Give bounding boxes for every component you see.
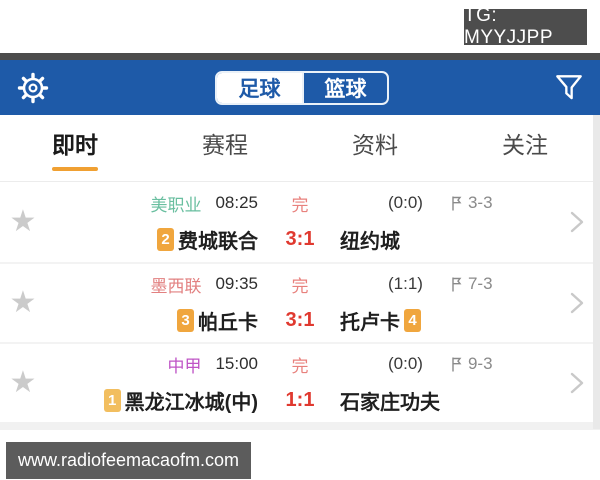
home-team: 费城联合 <box>178 230 258 253</box>
card-count-badge: 2 <box>157 227 174 251</box>
match-time: 09:35 <box>215 274 258 293</box>
app-header: 足球 篮球 <box>0 60 600 115</box>
tab-data-label: 资料 <box>352 131 398 158</box>
tab-live-label: 即时 <box>52 131 98 158</box>
card-count-badge: 1 <box>103 388 121 412</box>
home-team: 黑龙江冰城(中) <box>124 391 258 414</box>
card-count-badge: 4 <box>404 308 421 332</box>
match-row[interactable]: ★ 中甲 15:00 完 (0:0) <box>0 342 600 422</box>
league-name: 中甲 <box>167 356 202 376</box>
scroll-edge-strip <box>593 115 600 429</box>
flag-icon <box>452 277 462 291</box>
tab-schedule[interactable]: 赛程 <box>150 115 300 181</box>
chevron-right-icon[interactable] <box>554 290 600 316</box>
tab-schedule-label: 赛程 <box>202 131 248 158</box>
favorite-star-icon[interactable]: ★ <box>9 366 37 399</box>
list-end-band <box>0 422 600 430</box>
corner-stat: 7-3 <box>450 274 493 294</box>
active-tab-underline <box>52 166 98 171</box>
match-time: 15:00 <box>215 354 258 373</box>
settings-gear-icon[interactable] <box>15 70 51 106</box>
match-list: ★ 美职业 08:25 完 (0:0) <box>0 181 600 422</box>
tab-data[interactable]: 资料 <box>300 115 450 181</box>
match-status: 完 <box>291 276 309 296</box>
away-team: 纽约城 <box>340 230 400 253</box>
favorite-star-icon[interactable]: ★ <box>9 286 37 319</box>
match-score: 3:1 <box>285 227 315 250</box>
corner-count: 9-3 <box>467 354 493 373</box>
chevron-right-icon[interactable] <box>554 370 600 396</box>
tab-live[interactable]: 即时 <box>0 115 150 181</box>
tab-follow-label: 关注 <box>502 131 548 158</box>
tab-follow[interactable]: 关注 <box>450 115 600 181</box>
corner-stat: 3-3 <box>450 193 493 213</box>
match-row[interactable]: ★ 墨西联 09:35 完 (1:1) <box>0 262 600 342</box>
match-status: 完 <box>291 356 309 376</box>
favorite-star-icon[interactable]: ★ <box>9 205 37 238</box>
away-team: 石家庄功夫 <box>340 391 440 414</box>
flag-icon <box>452 357 462 371</box>
match-row[interactable]: ★ 美职业 08:25 完 (0:0) <box>0 182 600 262</box>
flag-icon <box>452 196 462 210</box>
top-white-band: TG: MYYJJPP <box>0 0 600 53</box>
nav-tabs: 即时 赛程 资料 关注 <box>0 115 600 181</box>
corner-stat: 9-3 <box>450 354 493 374</box>
filter-funnel-icon[interactable] <box>553 71 585 105</box>
watermark-badge: www.radiofeemacaofm.com <box>6 442 251 479</box>
away-team: 托卢卡 <box>340 311 400 334</box>
divider-strip <box>0 53 600 60</box>
home-team: 帕丘卡 <box>198 311 258 334</box>
corner-count: 3-3 <box>467 193 493 212</box>
match-score: 3:1 <box>285 308 315 331</box>
card-count-badge: 3 <box>177 308 194 332</box>
sport-toggle: 足球 篮球 <box>215 70 389 105</box>
tab-basketball[interactable]: 篮球 <box>302 72 387 103</box>
corner-count: 7-3 <box>467 274 493 293</box>
match-score: 1:1 <box>285 388 315 411</box>
chevron-right-icon[interactable] <box>554 209 600 235</box>
tab-football[interactable]: 足球 <box>217 72 302 103</box>
tg-contact-badge: TG: MYYJJPP <box>464 5 587 48</box>
match-time: 08:25 <box>215 193 258 212</box>
match-status: 完 <box>291 195 309 215</box>
league-name: 墨西联 <box>150 276 202 296</box>
half-time-score: (0:0) <box>388 193 423 212</box>
half-time-score: (1:1) <box>388 274 423 293</box>
league-name: 美职业 <box>150 195 202 215</box>
half-time-score: (0:0) <box>388 354 423 373</box>
